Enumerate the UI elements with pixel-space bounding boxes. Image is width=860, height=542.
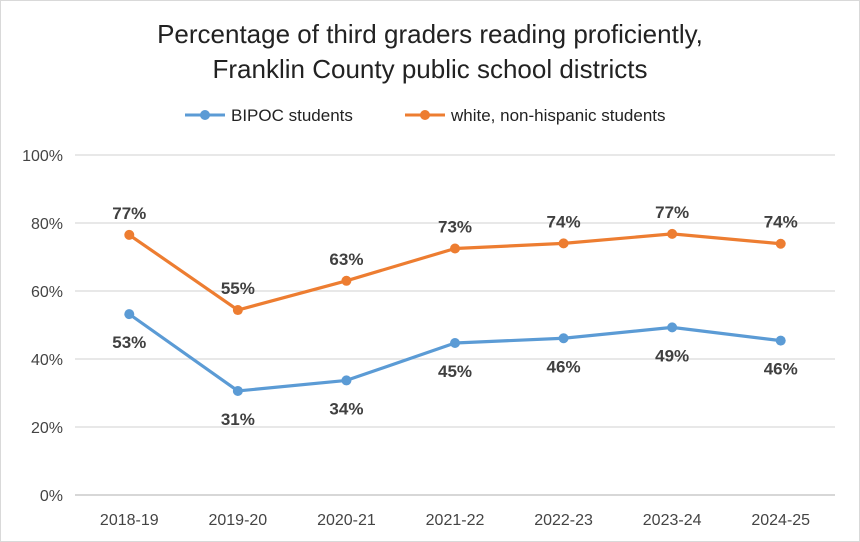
data-label: 46% [764, 360, 798, 379]
series-points [124, 228, 786, 396]
data-label: 31% [221, 410, 255, 429]
data-label: 34% [329, 399, 363, 418]
legend-label-bipoc: BIPOC students [231, 106, 353, 125]
data-point [450, 338, 460, 349]
data-label: 63% [329, 250, 363, 269]
data-label: 46% [547, 357, 581, 376]
data-point [775, 238, 786, 249]
chart-title-line-2: Franklin County public school districts [213, 54, 648, 84]
y-tick-label: 40% [31, 352, 63, 369]
data-label: 74% [764, 213, 798, 232]
data-label: 53% [112, 333, 146, 352]
data-label: 73% [438, 218, 472, 237]
data-labels: 53% 31% 34% 45% 46% 49% 46% 77% 55% 63% 73% 74% 77% 7… [112, 203, 797, 429]
y-tick-label: 80% [31, 216, 63, 233]
y-tick-label: 100% [22, 148, 63, 165]
legend-marker-white [420, 110, 430, 120]
y-tick-label: 0% [40, 488, 63, 505]
data-point [232, 385, 243, 396]
data-point [124, 309, 135, 320]
x-tick-label: 2021-22 [426, 512, 485, 529]
data-point [450, 243, 460, 254]
data-label: 77% [112, 204, 146, 223]
data-point [124, 229, 135, 240]
x-tick-label: 2020-21 [317, 512, 376, 529]
gridlines [75, 154, 835, 496]
legend-label-white: white, non-hispanic students [450, 106, 666, 125]
data-point [341, 375, 352, 386]
data-point [558, 333, 569, 344]
y-tick-label: 20% [31, 420, 63, 437]
legend-marker-bipoc [200, 110, 210, 120]
x-axis-ticks: 2018-19 2019-20 2020-21 2021-22 2022-23 2023-… [100, 512, 810, 529]
chart-title-line-1: Percentage of third graders reading prof… [157, 19, 703, 49]
data-label: 55% [221, 279, 255, 298]
legend: BIPOC students white, non-hispanic stude… [185, 106, 666, 125]
x-tick-label: 2024-25 [751, 512, 810, 529]
x-tick-label: 2022-23 [534, 512, 593, 529]
y-axis-ticks: 0% 20% 40% 60% 80% 100% [22, 148, 63, 505]
data-point [667, 322, 678, 333]
y-tick-label: 60% [31, 284, 63, 301]
data-point [558, 238, 569, 249]
x-tick-label: 2023-24 [643, 512, 702, 529]
data-point [341, 275, 352, 286]
x-tick-label: 2018-19 [100, 512, 159, 529]
data-label: 49% [655, 346, 689, 365]
data-label: 45% [438, 362, 472, 381]
data-label: 74% [547, 212, 581, 231]
data-point [775, 335, 786, 346]
data-point [232, 305, 243, 316]
data-point [667, 228, 678, 239]
data-label: 77% [655, 203, 689, 222]
x-tick-label: 2019-20 [208, 512, 267, 529]
